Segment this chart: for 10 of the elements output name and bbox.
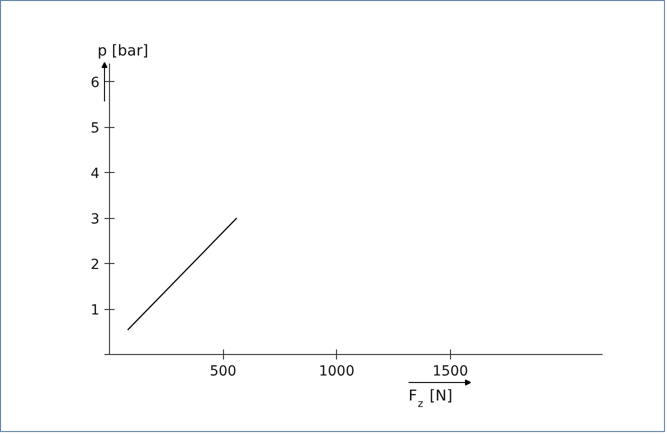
x-tick-label: 1500 xyxy=(432,364,468,380)
x-tick-label: 1000 xyxy=(318,364,355,380)
y-axis-title: p [bar] xyxy=(98,42,148,60)
y-tick-label: 4 xyxy=(90,166,100,182)
y-tick-label: 5 xyxy=(90,120,100,137)
x-tick-label: 500 xyxy=(210,364,236,380)
y-tick-label: 2 xyxy=(90,257,100,274)
y-tick-label: 3 xyxy=(90,212,100,228)
y-tick-label: 6 xyxy=(90,75,100,92)
y-tick-label: 1 xyxy=(90,302,100,319)
